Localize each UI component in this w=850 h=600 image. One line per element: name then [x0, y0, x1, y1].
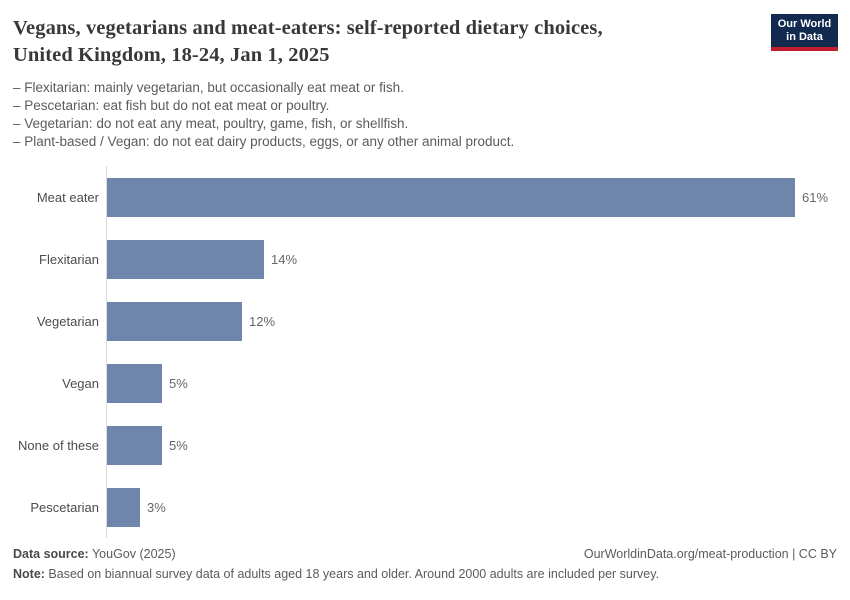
category-label: Flexitarian [39, 251, 99, 267]
bar-area: 61% [106, 166, 837, 228]
data-source: Data source: YouGov (2025) [13, 546, 176, 563]
citation-link[interactable]: OurWorldinData.org/meat-production | CC … [583, 547, 837, 561]
chart-title-line-2: United Kingdom, 18-24, Jan 1, 2025 [13, 44, 330, 66]
chart-title-line-1: Vegans, vegetarians and meat-eaters: sel… [13, 17, 603, 39]
value-label: 14% [271, 251, 298, 267]
bar[interactable] [106, 301, 242, 341]
owid-logo-line-2: in Data [786, 31, 823, 43]
bar-chart: Meat eater 61% Flexitarian 14% Vegetarian 12%… [13, 166, 837, 538]
footer-top-row: Data source: YouGov (2025) OurWorldinDat… [13, 546, 837, 563]
bar-row: Pescetarian 3% [13, 476, 837, 538]
bar[interactable] [106, 177, 795, 217]
bar-area: 5% [106, 352, 837, 414]
subtitle-line-flexitarian: – Flexitarian: mainly vegetarian, but oc… [13, 80, 404, 95]
category-label: Vegetarian [36, 313, 99, 329]
bar-row: Flexitarian 14% [13, 228, 837, 290]
note-label: Note: [13, 567, 45, 581]
value-label: 5% [169, 437, 188, 453]
bar[interactable] [106, 239, 264, 279]
bar-area: 14% [106, 228, 837, 290]
owid-logo-line-1: Our World [777, 18, 832, 30]
bar-area: 3% [106, 476, 837, 538]
value-label: 12% [249, 313, 276, 329]
bar-row: Vegan 5% [13, 352, 837, 414]
bar-area: 12% [106, 290, 837, 352]
value-label: 3% [147, 499, 166, 515]
owid-logo[interactable]: Our World in Data [771, 14, 838, 51]
chart-subtitle: – Flexitarian: mainly vegetarian, but oc… [13, 79, 837, 151]
bar-row: Vegetarian 12% [13, 290, 837, 352]
data-source-value: YouGov (2025) [88, 547, 176, 561]
bar[interactable] [106, 425, 162, 465]
category-label: None of these [18, 437, 99, 453]
chart-footer: Data source: YouGov (2025) OurWorldinDat… [13, 546, 837, 583]
category-label: Pescetarian [30, 499, 99, 515]
content: Vegans, vegetarians and meat-eaters: sel… [13, 15, 837, 583]
subtitle-line-pescetarian: – Pescetarian: eat fish but do not eat m… [13, 98, 330, 113]
subtitle-line-vegan: – Plant-based / Vegan: do not eat dairy … [13, 134, 515, 149]
note: Note: Based on biannual survey data of a… [13, 566, 837, 583]
bar[interactable] [106, 363, 162, 403]
value-label: 5% [169, 375, 188, 391]
value-label: 61% [802, 189, 829, 205]
bar-row: Meat eater 61% [13, 166, 837, 228]
y-axis-line [106, 166, 107, 538]
bar-row: None of these 5% [13, 414, 837, 476]
subtitle-line-vegetarian: – Vegetarian: do not eat any meat, poult… [13, 116, 409, 131]
data-source-label: Data source: [13, 547, 89, 561]
category-label: Meat eater [36, 189, 99, 205]
chart-header: Vegans, vegetarians and meat-eaters: sel… [13, 15, 837, 151]
bar-area: 5% [106, 414, 837, 476]
bar[interactable] [106, 487, 140, 527]
note-value: Based on biannual survey data of adults … [44, 567, 660, 581]
chart-title: Vegans, vegetarians and meat-eaters: sel… [13, 15, 837, 69]
category-label: Vegan [62, 375, 99, 391]
